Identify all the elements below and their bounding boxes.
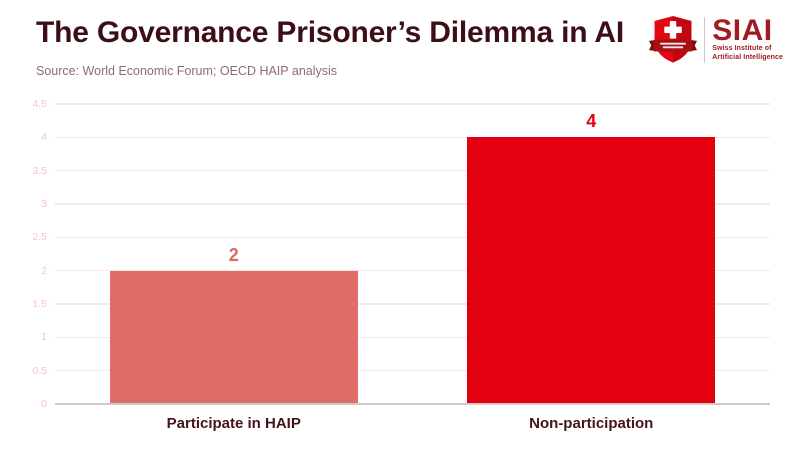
category-label-1: Participate in HAIP bbox=[166, 415, 301, 432]
logo-text: SIAI Swiss Institute of Artificial Intel… bbox=[712, 13, 783, 62]
plot-area: 2 Participate in HAIP 4 Non-participation bbox=[55, 103, 771, 432]
y-axis-ticks: 0 0.5 1 1.5 2 2.5 3 3.5 4 4.5 bbox=[0, 98, 51, 410]
logo-divider bbox=[704, 16, 706, 63]
y-tick-label-3: 3 bbox=[41, 198, 47, 210]
y-tick-label-2.5: 2.5 bbox=[32, 231, 47, 244]
category-label-2: Non-participation bbox=[529, 415, 654, 432]
gridline-0.5 bbox=[55, 369, 770, 372]
y-tick-label-3.5: 3.5 bbox=[32, 164, 47, 177]
bar-2 bbox=[467, 137, 716, 404]
swiss-shield-icon bbox=[649, 15, 698, 63]
y-tick-label-1.5: 1.5 bbox=[32, 298, 47, 310]
page-title: The Governance Prisoner’s Dilemma in AI bbox=[36, 16, 624, 49]
gridline-2 bbox=[55, 269, 770, 272]
y-tick-label-1: 1 bbox=[41, 331, 47, 344]
logo-tagline-line1: Swiss Institute of bbox=[712, 45, 772, 53]
y-tick-label-0: 0 bbox=[41, 398, 47, 410]
bar-1 bbox=[109, 270, 358, 404]
logo-tagline-line2: Artificial Intelligence bbox=[712, 53, 783, 61]
source-note: Source: World Economic Forum; OECD HAIP … bbox=[36, 64, 338, 78]
logo-wordmark: SIAI bbox=[712, 13, 773, 47]
gridline-4.5 bbox=[55, 103, 770, 105]
y-tick-label-4: 4 bbox=[41, 131, 47, 144]
y-tick-label-0.5: 0.5 bbox=[32, 364, 47, 377]
category-band-1: 2 Participate in HAIP bbox=[55, 104, 413, 432]
gridline-4 bbox=[55, 136, 770, 139]
gridline-1 bbox=[55, 336, 770, 339]
x-axis-line bbox=[55, 403, 770, 405]
gridline-3 bbox=[55, 203, 770, 205]
category-band-2: 4 Non-participation bbox=[413, 104, 771, 432]
value-label-2: 4 bbox=[586, 111, 597, 132]
gridline-1.5 bbox=[55, 303, 770, 305]
y-tick-label-4.5: 4.5 bbox=[32, 98, 47, 110]
value-label-1: 2 bbox=[228, 244, 239, 265]
y-tick-label-2: 2 bbox=[41, 264, 47, 277]
gridline-3.5 bbox=[55, 169, 770, 172]
gridline-2.5 bbox=[55, 236, 770, 239]
siai-logo: SIAI Swiss Institute of Artificial Intel… bbox=[649, 13, 783, 66]
